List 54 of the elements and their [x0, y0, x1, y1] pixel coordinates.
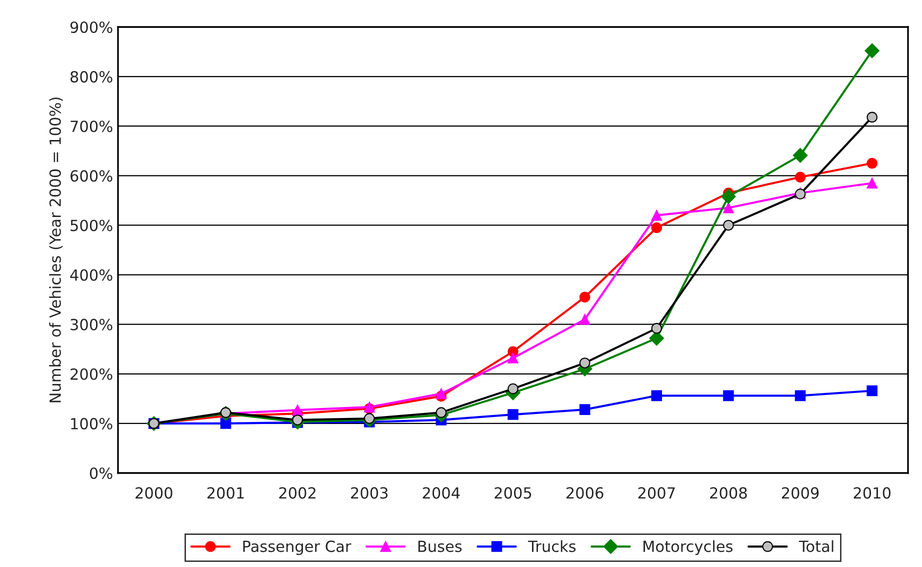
y-tick-label: 700% [70, 120, 112, 132]
point [794, 172, 806, 183]
point [723, 202, 734, 214]
point [436, 407, 447, 418]
legend-label: Total [798, 540, 834, 552]
point [508, 383, 518, 394]
y-tick-label: 0% [90, 467, 112, 480]
point [866, 158, 878, 169]
x-tick-label: 2008 [710, 487, 747, 499]
legend-label: Passenger Car [243, 540, 352, 556]
point [794, 390, 806, 402]
y-axis-title: Number of Vehicles (Year 2000 = 100%) [49, 98, 63, 402]
y-tick-label: 600% [70, 170, 112, 182]
x-tick-label: 2010 [854, 487, 891, 499]
legend-label: Trucks [528, 540, 576, 552]
y-tick-label: 400% [70, 269, 112, 281]
y-tick-label: 500% [70, 220, 112, 232]
legend-label: Motorcycles [644, 540, 733, 556]
point [579, 292, 590, 302]
point [436, 388, 447, 400]
point [651, 222, 662, 234]
point [508, 352, 518, 364]
x-tick-label: 2001 [207, 487, 244, 499]
x-tick-label: 2007 [638, 487, 675, 499]
point [792, 148, 808, 163]
point [651, 390, 662, 402]
point [579, 314, 590, 325]
point [651, 322, 662, 334]
point [579, 404, 590, 415]
legend-label: Buses [418, 540, 462, 552]
x-tick-label: 2000 [136, 487, 172, 499]
y-tick-label: 800% [70, 71, 112, 83]
point [866, 112, 878, 123]
x-tick-label: 2006 [566, 487, 604, 499]
x-tick-label: 2004 [422, 487, 460, 499]
point [292, 404, 303, 416]
point [220, 418, 232, 429]
y-tick-label: 200% [70, 368, 112, 380]
point [721, 189, 736, 204]
x-tick-label: 2002 [279, 487, 316, 499]
x-tick-label: 2009 [782, 487, 819, 499]
point [864, 43, 880, 58]
point [866, 178, 878, 188]
point [508, 409, 518, 420]
y-tick-label: 900% [70, 21, 112, 34]
x-tick-label: 2005 [494, 487, 532, 499]
point [579, 358, 590, 368]
point [723, 220, 734, 231]
y-tick-label: 100% [71, 418, 112, 430]
point [723, 390, 734, 402]
y-tick-label: 300% [70, 318, 112, 330]
point [651, 210, 662, 221]
x-tick-label: 2003 [351, 487, 388, 499]
point [866, 385, 878, 396]
